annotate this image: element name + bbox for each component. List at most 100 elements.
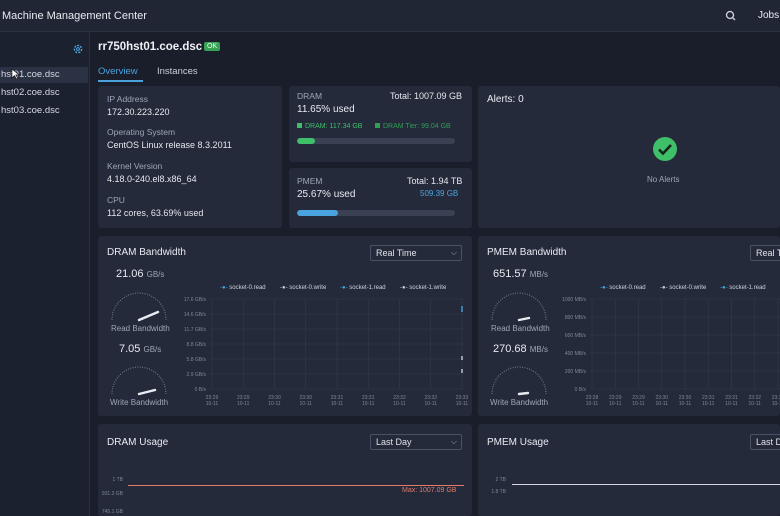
dram-usage-ytick: 1 TB — [112, 477, 123, 483]
x-tick-label: 23:33 10-11 — [455, 395, 469, 407]
dram-usage-card: DRAM Usage Last Day ⌵ 1 TB 931.3 GB 745.1… — [98, 424, 472, 516]
legend-marker-icon: -●- — [220, 285, 228, 291]
alerts-title: Alerts: 0 — [487, 94, 524, 105]
y-tick-label: 2.9 GB/s — [186, 372, 206, 378]
x-tick-label: 23:30 10-11 — [678, 395, 692, 407]
pmem-bandwidth-title: PMEM Bandwidth — [487, 247, 567, 258]
dram-read-value: 21.06 GB/s — [116, 268, 164, 280]
y-tick-label: 11.7 GB/s — [184, 327, 206, 333]
dram-usage-range-select[interactable]: Last Day ⌵ — [370, 434, 462, 450]
pmem-card: PMEM Total: 1.94 TB 25.67% used 509.39 G… — [289, 168, 472, 228]
legend-item[interactable]: -●- socket-1.write — [400, 285, 446, 291]
cpu-value: 112 cores, 63.69% used — [107, 208, 204, 218]
dram-usage-ytick: 745.1 GB — [101, 509, 123, 515]
pmem-usage-range-select[interactable]: Last D — [750, 434, 780, 450]
pmem-bandwidth-range-value: Real Ti — [756, 248, 780, 258]
legend-item[interactable]: -●- socket-0.write — [280, 285, 326, 291]
legend-label: socket-0.read — [229, 285, 266, 291]
pmem-usage-card: PMEM Usage Last D 2 TB 1.8 TB — [478, 424, 780, 516]
dram-read-gauge — [111, 292, 167, 322]
y-tick-label: 8.8 GB/s — [186, 342, 206, 348]
x-tick-label: 23:29 10-11 — [205, 395, 219, 407]
pmem-usage-bar — [297, 210, 455, 216]
pmem-bandwidth-range-select[interactable]: Real Ti — [750, 245, 780, 261]
dram-tier-legend-label: DRAM Tier: 99.04 GB — [383, 123, 451, 130]
x-tick-label: 23:28 10-11 — [585, 395, 599, 407]
sidebar-item-hst03[interactable]: hst03.coe.dsc — [1, 105, 60, 116]
top-bar: Machine Management Center Jobs — [0, 0, 780, 32]
dram-bandwidth-card: DRAM Bandwidth Real Time ⌵ 21.06 GB/s Rea… — [98, 236, 472, 416]
gear-icon[interactable] — [72, 43, 84, 55]
pmem-write-value: 270.68 MB/s — [493, 343, 548, 355]
pmem-usage-ytick: 2 TB — [495, 477, 506, 483]
dram-max-label: Max: 1007.09 GB — [402, 487, 457, 494]
legend-label: socket-1.read — [349, 285, 386, 291]
search-icon[interactable] — [724, 9, 738, 23]
dram-tier-legend-swatch — [375, 123, 380, 128]
dram-write-label: Write Bandwidth — [110, 398, 169, 407]
pmem-read-label: Read Bandwidth — [491, 324, 550, 333]
legend-item[interactable]: -●- socket-0.write — [660, 285, 706, 291]
dram-legend-swatch — [297, 123, 302, 128]
pmem-write-gauge — [491, 366, 547, 396]
x-tick-label: 23:31 10-11 — [725, 395, 738, 407]
y-tick-label: 17.6 GB/s — [183, 297, 206, 303]
x-tick-label: 23:31 10-11 — [701, 395, 715, 407]
legend-item[interactable]: -●- socket-0.read — [600, 285, 646, 291]
y-tick-label: 1000 MB/s — [562, 297, 586, 303]
jobs-menu[interactable]: Jobs — [758, 10, 780, 21]
legend-marker-icon: -●- — [660, 285, 668, 291]
cpu-label: CPU — [107, 195, 125, 205]
sidebar-item-hst02[interactable]: hst02.coe.dsc — [1, 87, 60, 98]
dram-usage-range-value: Last Day — [376, 437, 412, 447]
tab-overview[interactable]: Overview — [98, 66, 138, 77]
dram-write-unit: GB/s — [143, 345, 162, 354]
y-tick-label: 600 MB/s — [564, 333, 586, 339]
y-tick-label: 0 B/s — [194, 387, 206, 393]
sidebar-item-hst01[interactable]: hst01.coe.dsc — [0, 67, 88, 83]
dram-bandwidth-plot — [210, 298, 464, 390]
legend-item[interactable]: -●- socket-1.read — [340, 285, 386, 291]
dram-usage-fill — [297, 138, 316, 144]
pmem-sub-value: 509.39 GB — [420, 189, 459, 198]
ip-value: 172.30.223.220 — [107, 107, 170, 117]
legend-label: socket-0.read — [609, 285, 646, 291]
legend-label: socket-0.write — [669, 285, 707, 291]
x-tick-label: 23:29 10-11 — [608, 395, 622, 407]
y-tick-label: 0 B/s — [574, 387, 586, 393]
dram-label: DRAM — [297, 91, 323, 101]
os-value: CentOS Linux release 8.3.2011 — [107, 140, 232, 150]
chevron-down-icon: ⌵ — [450, 248, 457, 257]
pmem-usage-fill — [297, 210, 338, 216]
x-tick-label: 23:30 10-11 — [268, 395, 281, 407]
y-tick-label: 800 MB/s — [564, 315, 586, 321]
app-title: Machine Management Center — [2, 10, 147, 22]
kernel-value: 4.18.0-240.el8.x86_64 — [107, 174, 197, 184]
mouse-cursor-icon — [11, 68, 20, 80]
dram-usage-bar — [297, 138, 455, 144]
x-tick-label: 23:30 10-11 — [299, 395, 312, 407]
pmem-read-number: 651.57 — [493, 268, 527, 280]
dram-total: Total: 1007.09 GB — [390, 91, 463, 101]
legend-item[interactable]: -●- socket-1.read — [720, 285, 766, 291]
dram-bandwidth-range-select[interactable]: Real Time ⌵ — [370, 245, 462, 261]
tab-instances[interactable]: Instances — [157, 66, 198, 77]
y-tick-label: 5.8 GB/s — [186, 357, 206, 363]
legend-item[interactable]: -●- socket-0.read — [220, 285, 266, 291]
pmem-usage-title: PMEM Usage — [487, 437, 549, 448]
pmem-write-label: Write Bandwidth — [490, 398, 549, 407]
pmem-read-value: 651.57 MB/s — [493, 268, 548, 280]
x-tick-label: 23:31 10-11 — [330, 395, 344, 407]
dram-max-line — [128, 485, 464, 486]
legend-marker-icon: -●- — [720, 285, 728, 291]
no-alerts-text: No Alerts — [647, 175, 680, 184]
dram-usage-ytick: 931.3 GB — [101, 491, 123, 497]
pmem-bandwidth-card: PMEM Bandwidth Real Ti 651.57 MB/s Read … — [478, 236, 780, 416]
os-label: Operating System — [107, 127, 176, 137]
dram-legend-label: DRAM: 117.34 GB — [305, 123, 363, 130]
legend-marker-icon: -●- — [280, 285, 288, 291]
